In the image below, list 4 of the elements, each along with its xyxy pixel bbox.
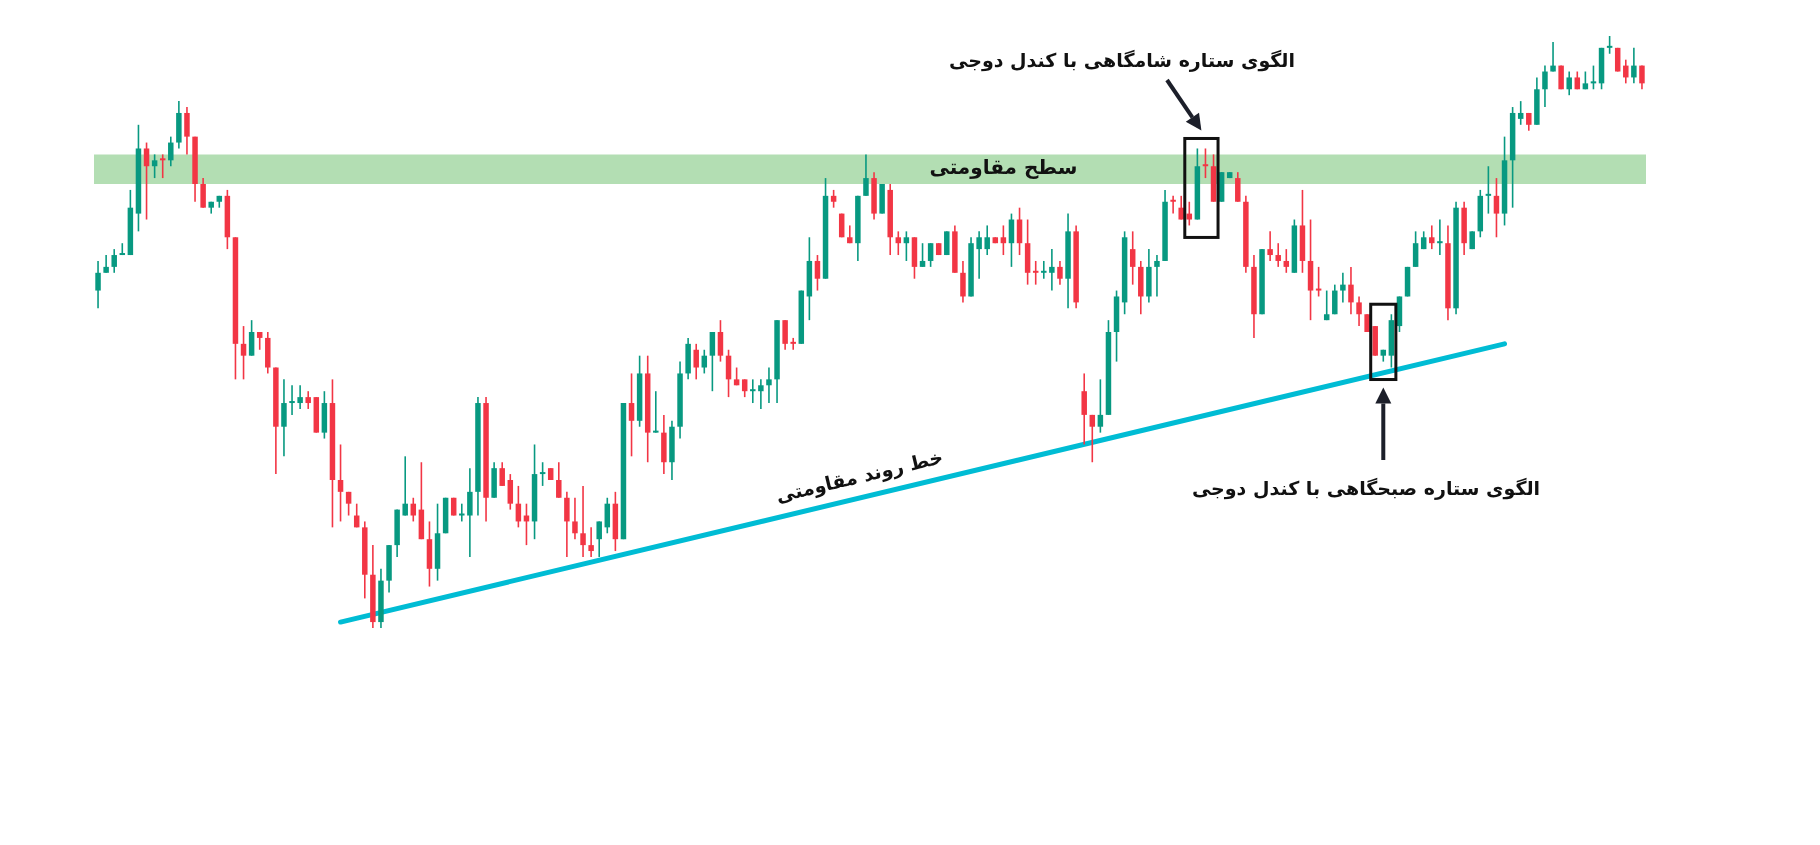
band-label: سطح مقاومتی: [929, 155, 1078, 180]
text: خط روند مقاومتی: [773, 445, 946, 508]
annotation: الگوی ستاره شامگاهی با کندل دوجی: [949, 49, 1295, 71]
annotation: الگوی ستاره صبحگاهی با کندل دوجی: [1191, 477, 1541, 499]
